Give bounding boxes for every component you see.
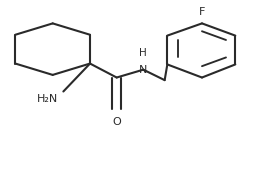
- Text: H₂N: H₂N: [37, 94, 58, 104]
- Text: F: F: [199, 7, 205, 17]
- Text: N: N: [139, 65, 147, 75]
- Text: H: H: [139, 48, 147, 58]
- Text: O: O: [112, 117, 121, 127]
